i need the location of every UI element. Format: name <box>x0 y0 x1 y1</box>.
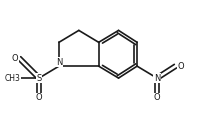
Text: N: N <box>56 58 62 67</box>
Text: O: O <box>36 93 42 102</box>
Text: O: O <box>12 54 19 63</box>
Text: CH3: CH3 <box>5 74 21 83</box>
Text: S: S <box>36 74 42 83</box>
Text: N: N <box>154 74 160 83</box>
Text: O: O <box>154 93 160 102</box>
Text: O: O <box>177 62 184 71</box>
